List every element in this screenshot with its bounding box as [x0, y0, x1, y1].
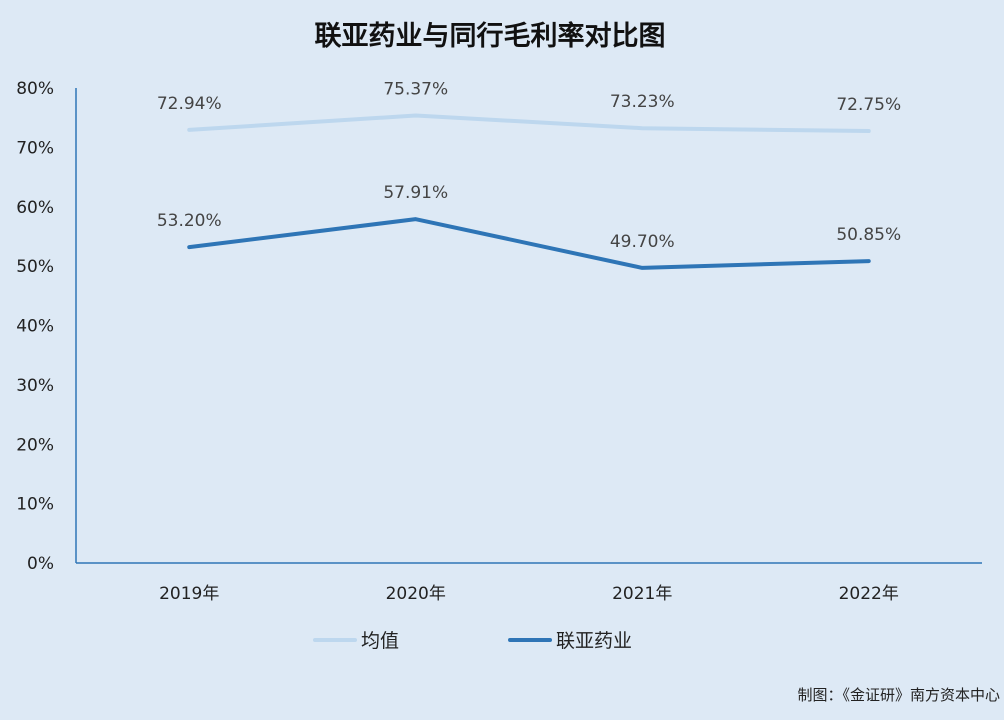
y-tick-label: 70%	[16, 138, 54, 158]
data-label: 73.23%	[610, 92, 675, 112]
source-note: 制图：《金证研》南方资本中心	[797, 686, 1000, 704]
x-tick-label: 2022年	[839, 584, 899, 604]
data-label: 75.37%	[383, 79, 448, 99]
y-tick-label: 10%	[16, 495, 54, 515]
y-tick-label: 80%	[16, 79, 54, 99]
y-tick-label: 0%	[27, 554, 54, 574]
chart-title: 联亚药业与同行毛利率对比图	[315, 20, 666, 52]
legend: 均值 联亚药业	[313, 630, 632, 652]
data-label: 50.85%	[836, 225, 901, 245]
data-label: 49.70%	[610, 232, 675, 252]
y-tick-label: 40%	[16, 317, 54, 337]
series-line-average	[187, 113, 871, 134]
y-tick-label: 30%	[16, 376, 54, 396]
series-line-lianya	[187, 217, 871, 270]
data-label: 53.20%	[157, 211, 222, 231]
data-label: 72.94%	[157, 94, 222, 114]
data-label: 57.91%	[383, 183, 448, 203]
y-tick-label: 20%	[16, 435, 54, 455]
x-tick-label: 2020年	[386, 584, 446, 604]
legend-label: 均值	[361, 630, 399, 652]
y-tick-label: 60%	[16, 198, 54, 218]
x-tick-label: 2021年	[612, 584, 672, 604]
data-label: 72.75%	[836, 95, 901, 115]
y-tick-label: 50%	[16, 257, 54, 277]
x-tick-label: 2019年	[159, 584, 219, 604]
legend-label: 联亚药业	[556, 630, 632, 652]
